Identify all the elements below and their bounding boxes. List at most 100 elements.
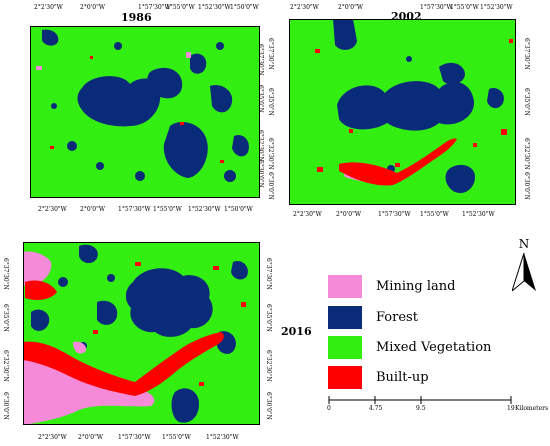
lon-tick: 1°57'30"W	[118, 206, 151, 213]
forest-patch	[135, 171, 145, 181]
map-1986-year: 1986	[121, 11, 152, 24]
legend-item-mixed-vegetation: Mixed Vegetation	[328, 336, 491, 359]
forest-patch	[163, 122, 208, 178]
lat-tick: 6°30'0"N	[267, 172, 274, 200]
legend-item-built-up: Built-up	[328, 366, 429, 389]
scale-bar-graphic	[328, 396, 512, 404]
lon-tick: 1°52'30"W	[206, 434, 239, 441]
lon-tick: 2°2'30"W	[34, 4, 63, 11]
map-2002-canvas	[289, 19, 516, 205]
forest-patch	[487, 87, 504, 109]
builtup-patch	[241, 302, 246, 307]
forest-patch	[224, 170, 236, 182]
lat-tick: 6°35'0"N	[267, 88, 274, 116]
map-2002-year: 2002	[391, 10, 422, 23]
lon-tick: 1°50'0"W	[230, 4, 259, 11]
lat-tick: 6°30'0"N	[257, 160, 264, 188]
lat-tick: 6°37'30"N	[257, 44, 264, 76]
scale-tick: 0	[327, 405, 331, 412]
forest-patch	[445, 164, 475, 194]
map-border	[23, 242, 260, 425]
forest-patch	[216, 42, 224, 50]
map-2002	[289, 19, 516, 205]
lon-tick: 1°50'0"W	[224, 206, 253, 213]
map-border	[30, 26, 260, 198]
builtup-patch	[315, 49, 320, 53]
legend-swatch	[328, 336, 362, 359]
map-1986-canvas	[30, 26, 260, 198]
lat-tick: 6°37'30"N	[523, 38, 530, 70]
north-arrow-icon	[511, 252, 536, 293]
scale-tick: 4.75	[369, 405, 383, 412]
builtup-patch	[180, 122, 184, 125]
builtup-patch	[339, 138, 457, 186]
north-label: N	[518, 237, 530, 251]
lon-tick: 1°55'0"W	[153, 206, 182, 213]
builtup-patch	[509, 39, 513, 43]
scale-tick: 9.5	[416, 405, 426, 412]
lon-tick: 1°55'0"W	[420, 211, 449, 218]
builtup-patch	[349, 129, 353, 133]
lat-tick: 6°30'0"N	[265, 392, 272, 420]
map-2016-year: 2016	[281, 325, 312, 338]
lon-tick: 1°57'30"W	[420, 4, 453, 11]
forest-patch	[51, 103, 57, 109]
lat-tick: 6°35'0"N	[265, 304, 272, 332]
lat-tick: 6°32'30"N	[2, 350, 9, 382]
builtup-patch	[93, 330, 98, 334]
lat-tick: 6°35'0"N	[2, 304, 9, 332]
forest-patch	[190, 53, 207, 74]
legend-label: Built-up	[376, 370, 429, 385]
lat-tick: 6°30'0"N	[2, 392, 9, 420]
north-arrow: N	[511, 237, 536, 295]
legend-item-mining-land: Mining land	[328, 275, 455, 298]
lon-tick: 1°57'30"W	[378, 211, 411, 218]
lon-tick: 1°55'0"W	[450, 4, 479, 11]
legend-swatch	[328, 275, 362, 298]
forest-patch	[147, 67, 183, 99]
builtup-patch	[50, 146, 54, 149]
scale-tick: 19	[507, 405, 515, 412]
scale-bar: 0 4.75 9.5 19 Kilometers	[327, 394, 548, 444]
forest-patch	[79, 244, 98, 264]
builtup-patch	[395, 163, 400, 167]
lon-tick: 2°2'30"W	[38, 434, 67, 441]
lon-tick: 2°0'0"W	[336, 211, 362, 218]
map-2016	[23, 242, 260, 425]
lat-tick: 6°37'30"N	[2, 258, 9, 290]
lon-tick: 1°52'30"W	[480, 4, 513, 11]
lat-tick: 6°32'30"N	[257, 130, 264, 162]
builtup-patch	[501, 129, 507, 135]
builtup-patch	[199, 382, 204, 386]
lon-tick: 1°52'30"W	[198, 4, 231, 11]
lat-tick: 6°32'30"N	[267, 138, 274, 170]
lon-tick: 2°2'30"W	[290, 4, 319, 11]
forest-patch	[210, 84, 233, 113]
map-border	[289, 19, 516, 205]
legend-label: Mixed Vegetation	[376, 340, 492, 355]
forest-patch	[439, 62, 465, 85]
legend-item-forest: Forest	[328, 306, 418, 329]
scale-unit: Kilometers	[515, 405, 549, 412]
lon-tick: 2°0'0"W	[80, 4, 106, 11]
forest-patch	[58, 277, 68, 287]
forest-patch	[171, 388, 199, 423]
forest-patch	[31, 309, 50, 331]
map-1986	[30, 26, 260, 198]
builtup-patch	[23, 332, 224, 396]
map-2016-canvas	[23, 242, 260, 425]
forest-patch	[114, 42, 122, 50]
mining-patch	[23, 251, 52, 287]
legend-swatch	[328, 366, 362, 389]
lon-tick: 1°55'0"W	[162, 434, 191, 441]
forest-patch	[77, 76, 161, 127]
forest-patch	[107, 274, 115, 282]
lon-tick: 2°0'0"W	[80, 206, 106, 213]
lon-tick: 2°0'0"W	[78, 434, 104, 441]
builtup-patch	[25, 280, 57, 300]
forest-patch	[125, 268, 213, 337]
lon-tick: 1°57'30"W	[118, 434, 151, 441]
forest-patch	[232, 134, 249, 157]
lon-tick: 2°0'0"W	[338, 4, 364, 11]
